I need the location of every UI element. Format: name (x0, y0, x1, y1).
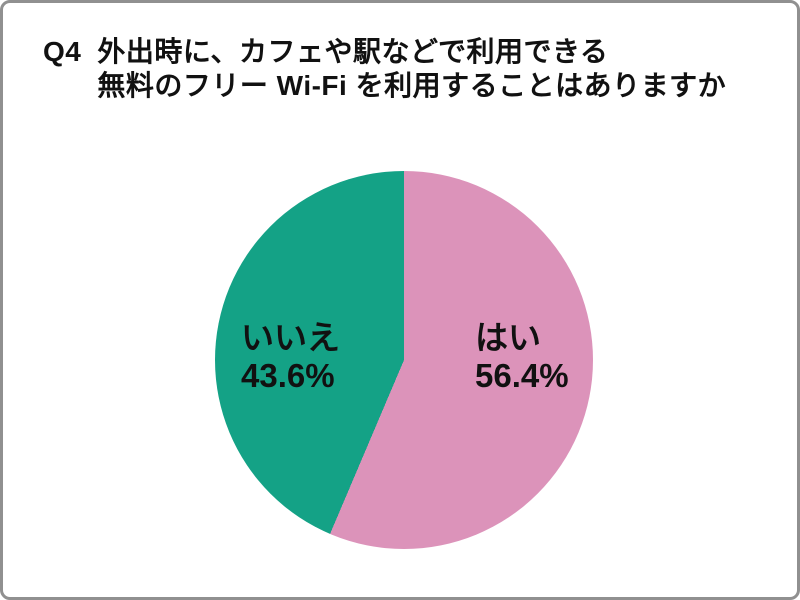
chart-title: Q4 外出時に、カフェや駅などで利用できる 無料のフリー Wi-Fi を利用する… (43, 35, 726, 103)
pie-label-no-value: 43.6% (241, 357, 335, 394)
question-text-line1: 外出時に、カフェや駅などで利用できる (97, 36, 609, 67)
pie-label-no: いいえ 43.6% (241, 319, 340, 395)
pie-label-no-text: いいえ (241, 319, 340, 356)
question-text-line2: 無料のフリー Wi-Fi を利用することはありますか (97, 70, 727, 101)
question-text: 外出時に、カフェや駅などで利用できる 無料のフリー Wi-Fi を利用することは… (97, 35, 726, 103)
question-number: Q4 (43, 36, 82, 67)
pie-label-yes-text: はい (475, 319, 541, 356)
pie-label-yes: はい 56.4% (475, 319, 569, 395)
pie-label-yes-value: 56.4% (475, 357, 569, 394)
pie-chart (215, 171, 593, 549)
